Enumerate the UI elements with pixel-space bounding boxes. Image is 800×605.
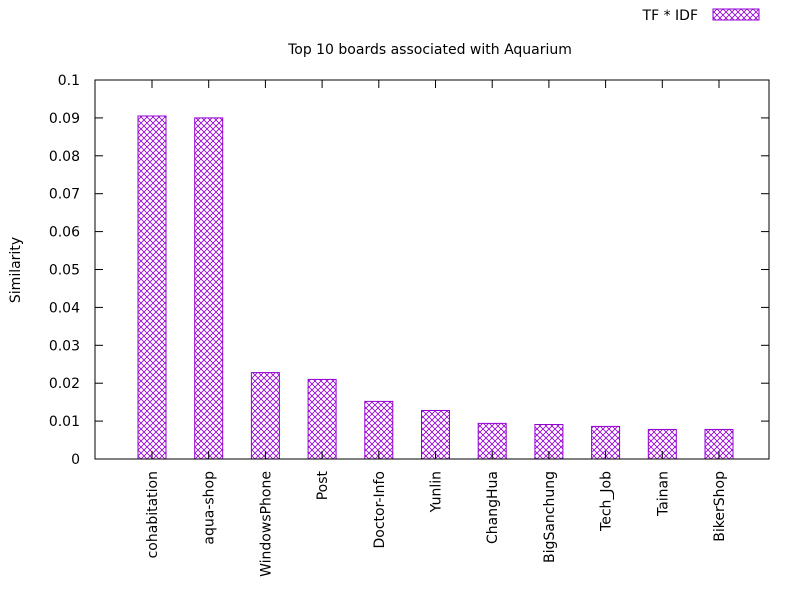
y-tick-label: 0.01 [49,414,80,430]
bar-aqua-shop [194,117,224,460]
x-tick-label: Tainan [655,471,671,517]
y-tick-label: 0 [71,452,80,468]
y-tick-label: 0.08 [49,149,80,165]
y-tick-label: 0.04 [49,300,80,316]
y-tick-label: 0.06 [49,225,80,241]
x-tick-label: Yunlin [429,471,445,513]
x-tick-label: Doctor-Info [372,471,388,549]
bar-windowsphone [250,372,280,460]
y-tick-label: 0.05 [49,263,80,279]
x-tick-label: ChangHua [485,471,501,544]
legend: TF * IDF [642,8,760,24]
chart-title: Top 10 boards associated with Aquarium [287,42,572,58]
x-tick-label: cohabitation [145,471,161,558]
y-tick-label: 0.07 [49,187,80,203]
y-tick-label: 0.1 [58,73,80,89]
bars [137,115,734,460]
x-tick-label: BigSanchung [542,471,558,563]
bar-cohabitation [137,115,167,460]
x-tick-label: WindowsPhone [258,471,274,577]
bar-doctor-info [364,400,394,460]
bar-post [307,378,337,460]
x-tick-label: BikerShop [712,471,728,542]
y-tick-label: 0.09 [49,111,80,127]
y-tick-label: 0.02 [49,376,80,392]
x-tick-label: Post [315,470,331,500]
y-tick-label: 0.03 [49,338,80,354]
x-tick-label: Tech_Job [599,471,615,532]
bar-yunlin [421,409,450,460]
y-axis-label: Similarity [8,237,24,303]
legend-swatch [712,8,760,21]
y-axis-ticks: 0 0.01 0.02 0.03 0.04 0.05 0.06 0.07 0.08 0.09 0.1 [49,73,769,468]
plot-frame [94,79,770,460]
x-tick-label: aqua-shop [202,471,218,545]
x-axis-ticks: cohabitation aqua-shop WindowsPhone Post Doc… [145,80,728,577]
legend-label: TF * IDF [642,8,698,24]
